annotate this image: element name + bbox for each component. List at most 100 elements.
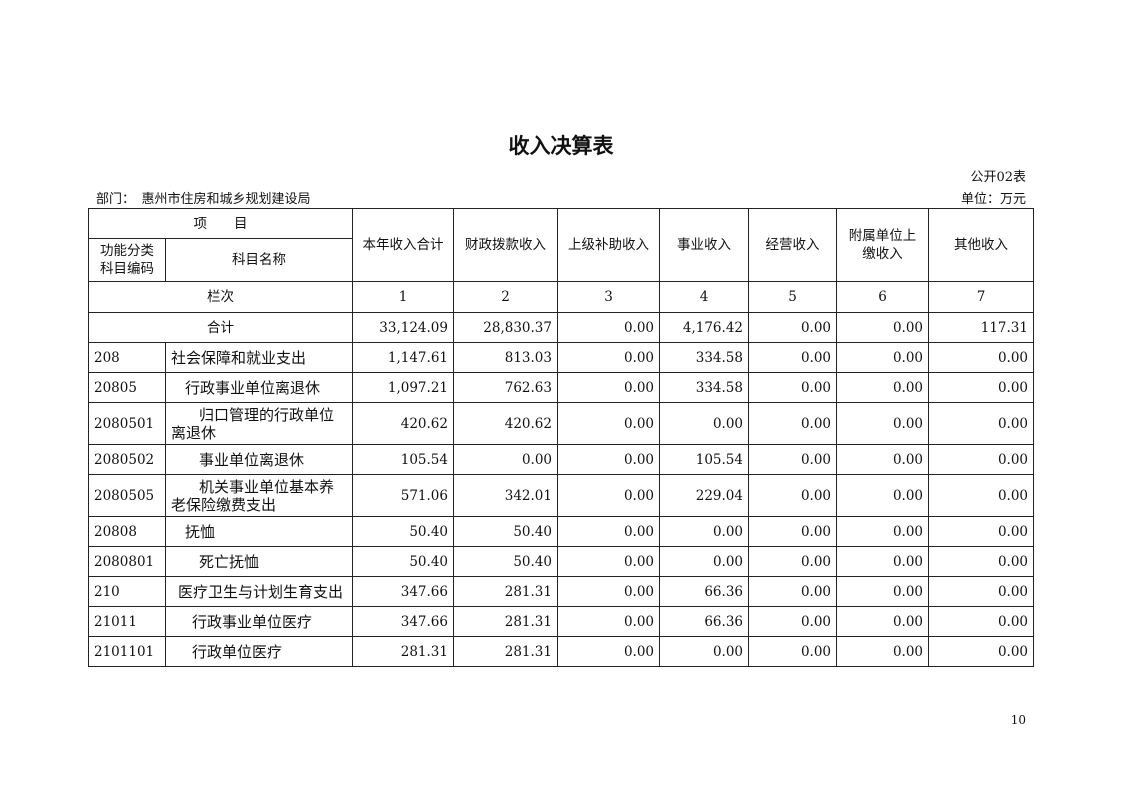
row-value: 0.00: [557, 606, 660, 637]
index-cell: 2: [453, 281, 558, 313]
index-cell: 1: [352, 281, 454, 313]
row-value: 0.00: [557, 576, 660, 607]
table-row: 2101101 行政单位医疗 281.31 281.31 0.00 0.00 0.00 0.0…: [88, 636, 1034, 667]
row-value: 0.00: [748, 342, 837, 373]
total-value: 117.31: [928, 312, 1034, 343]
header-item: 项 目: [88, 208, 353, 239]
row-value: 0.00: [557, 474, 660, 517]
row-value: 0.00: [836, 444, 929, 475]
row-value: 0.00: [557, 372, 660, 403]
header-col: 附属单位上缴收入: [836, 208, 929, 282]
row-value: 0.00: [836, 606, 929, 637]
table-row: 20805 行政事业单位离退休 1,097.21 762.63 0.00 334.58 0.…: [88, 372, 1034, 403]
row-value: 420.62: [453, 402, 558, 445]
row-code: 20805: [88, 372, 166, 403]
row-value: 0.00: [659, 516, 749, 547]
table-row: 2080501 归口管理的行政单位离退休 420.62 420.62 0.00 0.00 0…: [88, 402, 1034, 445]
row-value: 0.00: [748, 372, 837, 403]
row-name: 抚恤: [165, 516, 353, 547]
row-value: 281.31: [453, 636, 558, 667]
row-value: 0.00: [557, 342, 660, 373]
row-value: 0.00: [557, 444, 660, 475]
unit-label: 单位：万元: [960, 192, 1026, 207]
row-value: 0.00: [928, 444, 1034, 475]
row-value: 50.40: [352, 546, 454, 577]
total-value: 0.00: [836, 312, 929, 343]
total-value: 0.00: [748, 312, 837, 343]
row-value: 0.00: [557, 402, 660, 445]
row-name: 事业单位离退休: [165, 444, 353, 475]
row-value: 50.40: [453, 546, 558, 577]
table-row: 20808 抚恤 50.40 50.40 0.00 0.00 0.00 0.00 0.00: [88, 516, 1034, 547]
header-col: 经营收入: [748, 208, 837, 282]
row-value: 0.00: [748, 636, 837, 667]
row-code: 2101101: [88, 636, 166, 667]
row-value: 0.00: [836, 342, 929, 373]
row-value: 0.00: [928, 474, 1034, 517]
row-value: 50.40: [352, 516, 454, 547]
table-row: 2080801 死亡抚恤 50.40 50.40 0.00 0.00 0.00 0.00 0.0…: [88, 546, 1034, 577]
row-value: 0.00: [928, 516, 1034, 547]
index-cell: 6: [836, 281, 929, 313]
row-value: 0.00: [748, 444, 837, 475]
row-value: 334.58: [659, 372, 749, 403]
table-row: 2080505 机关事业单位基本养老保险缴费支出 571.06 342.01 0.00 2…: [88, 474, 1034, 517]
row-value: 762.63: [453, 372, 558, 403]
row-value: 0.00: [836, 636, 929, 667]
row-value: 281.31: [453, 576, 558, 607]
row-value: 0.00: [928, 342, 1034, 373]
row-code: 2080502: [88, 444, 166, 475]
row-code: 21011: [88, 606, 166, 637]
row-name: 社会保障和就业支出: [165, 342, 353, 373]
table-row: 210 医疗卫生与计划生育支出 347.66 281.31 0.00 66.36 0.00 0…: [88, 576, 1034, 607]
row-value: 105.54: [659, 444, 749, 475]
row-value: 0.00: [928, 606, 1034, 637]
row-value: 50.40: [453, 516, 558, 547]
row-code: 2080505: [88, 474, 166, 517]
header-code: 功能分类科目编码: [88, 238, 166, 282]
row-value: 347.66: [352, 606, 454, 637]
row-value: 66.36: [659, 606, 749, 637]
row-value: 0.00: [928, 576, 1034, 607]
row-name: 机关事业单位基本养老保险缴费支出: [165, 474, 353, 517]
form-number: 公开02表: [970, 170, 1026, 185]
row-value: 1,097.21: [352, 372, 454, 403]
total-label: 合计: [88, 312, 353, 343]
income-table: 项 目 本年收入合计 财政拨款收入 上级补助收入 事业收入 经营收入 附属单位上…: [88, 208, 1034, 667]
header-name: 科目名称: [165, 238, 353, 282]
row-name: 归口管理的行政单位离退休: [165, 402, 353, 445]
row-value: 229.04: [659, 474, 749, 517]
row-name: 行政事业单位离退休: [165, 372, 353, 403]
header-col: 其他收入: [928, 208, 1034, 282]
row-code: 210: [88, 576, 166, 607]
row-value: 0.00: [748, 516, 837, 547]
index-label: 栏次: [88, 281, 353, 313]
row-value: 0.00: [928, 372, 1034, 403]
row-value: 0.00: [748, 606, 837, 637]
row-code: 208: [88, 342, 166, 373]
row-value: 0.00: [557, 636, 660, 667]
row-value: 0.00: [748, 402, 837, 445]
total-value: 0.00: [557, 312, 660, 343]
row-value: 342.01: [453, 474, 558, 517]
total-value: 33,124.09: [352, 312, 454, 343]
row-value: 0.00: [659, 546, 749, 577]
row-value: 420.62: [352, 402, 454, 445]
row-value: 347.66: [352, 576, 454, 607]
row-code: 2080501: [88, 402, 166, 445]
row-name: 医疗卫生与计划生育支出: [165, 576, 353, 607]
row-value: 0.00: [659, 636, 749, 667]
row-value: 281.31: [352, 636, 454, 667]
row-value: 0.00: [836, 372, 929, 403]
page-number: 10: [1010, 713, 1026, 727]
row-value: 0.00: [928, 402, 1034, 445]
header-col: 事业收入: [659, 208, 749, 282]
row-code: 2080801: [88, 546, 166, 577]
header-col: 上级补助收入: [557, 208, 660, 282]
row-value: 0.00: [748, 546, 837, 577]
table-row: 208 社会保障和就业支出 1,147.61 813.03 0.00 334.58 0.00…: [88, 342, 1034, 373]
row-value: 0.00: [748, 576, 837, 607]
row-value: 813.03: [453, 342, 558, 373]
index-cell: 3: [557, 281, 660, 313]
